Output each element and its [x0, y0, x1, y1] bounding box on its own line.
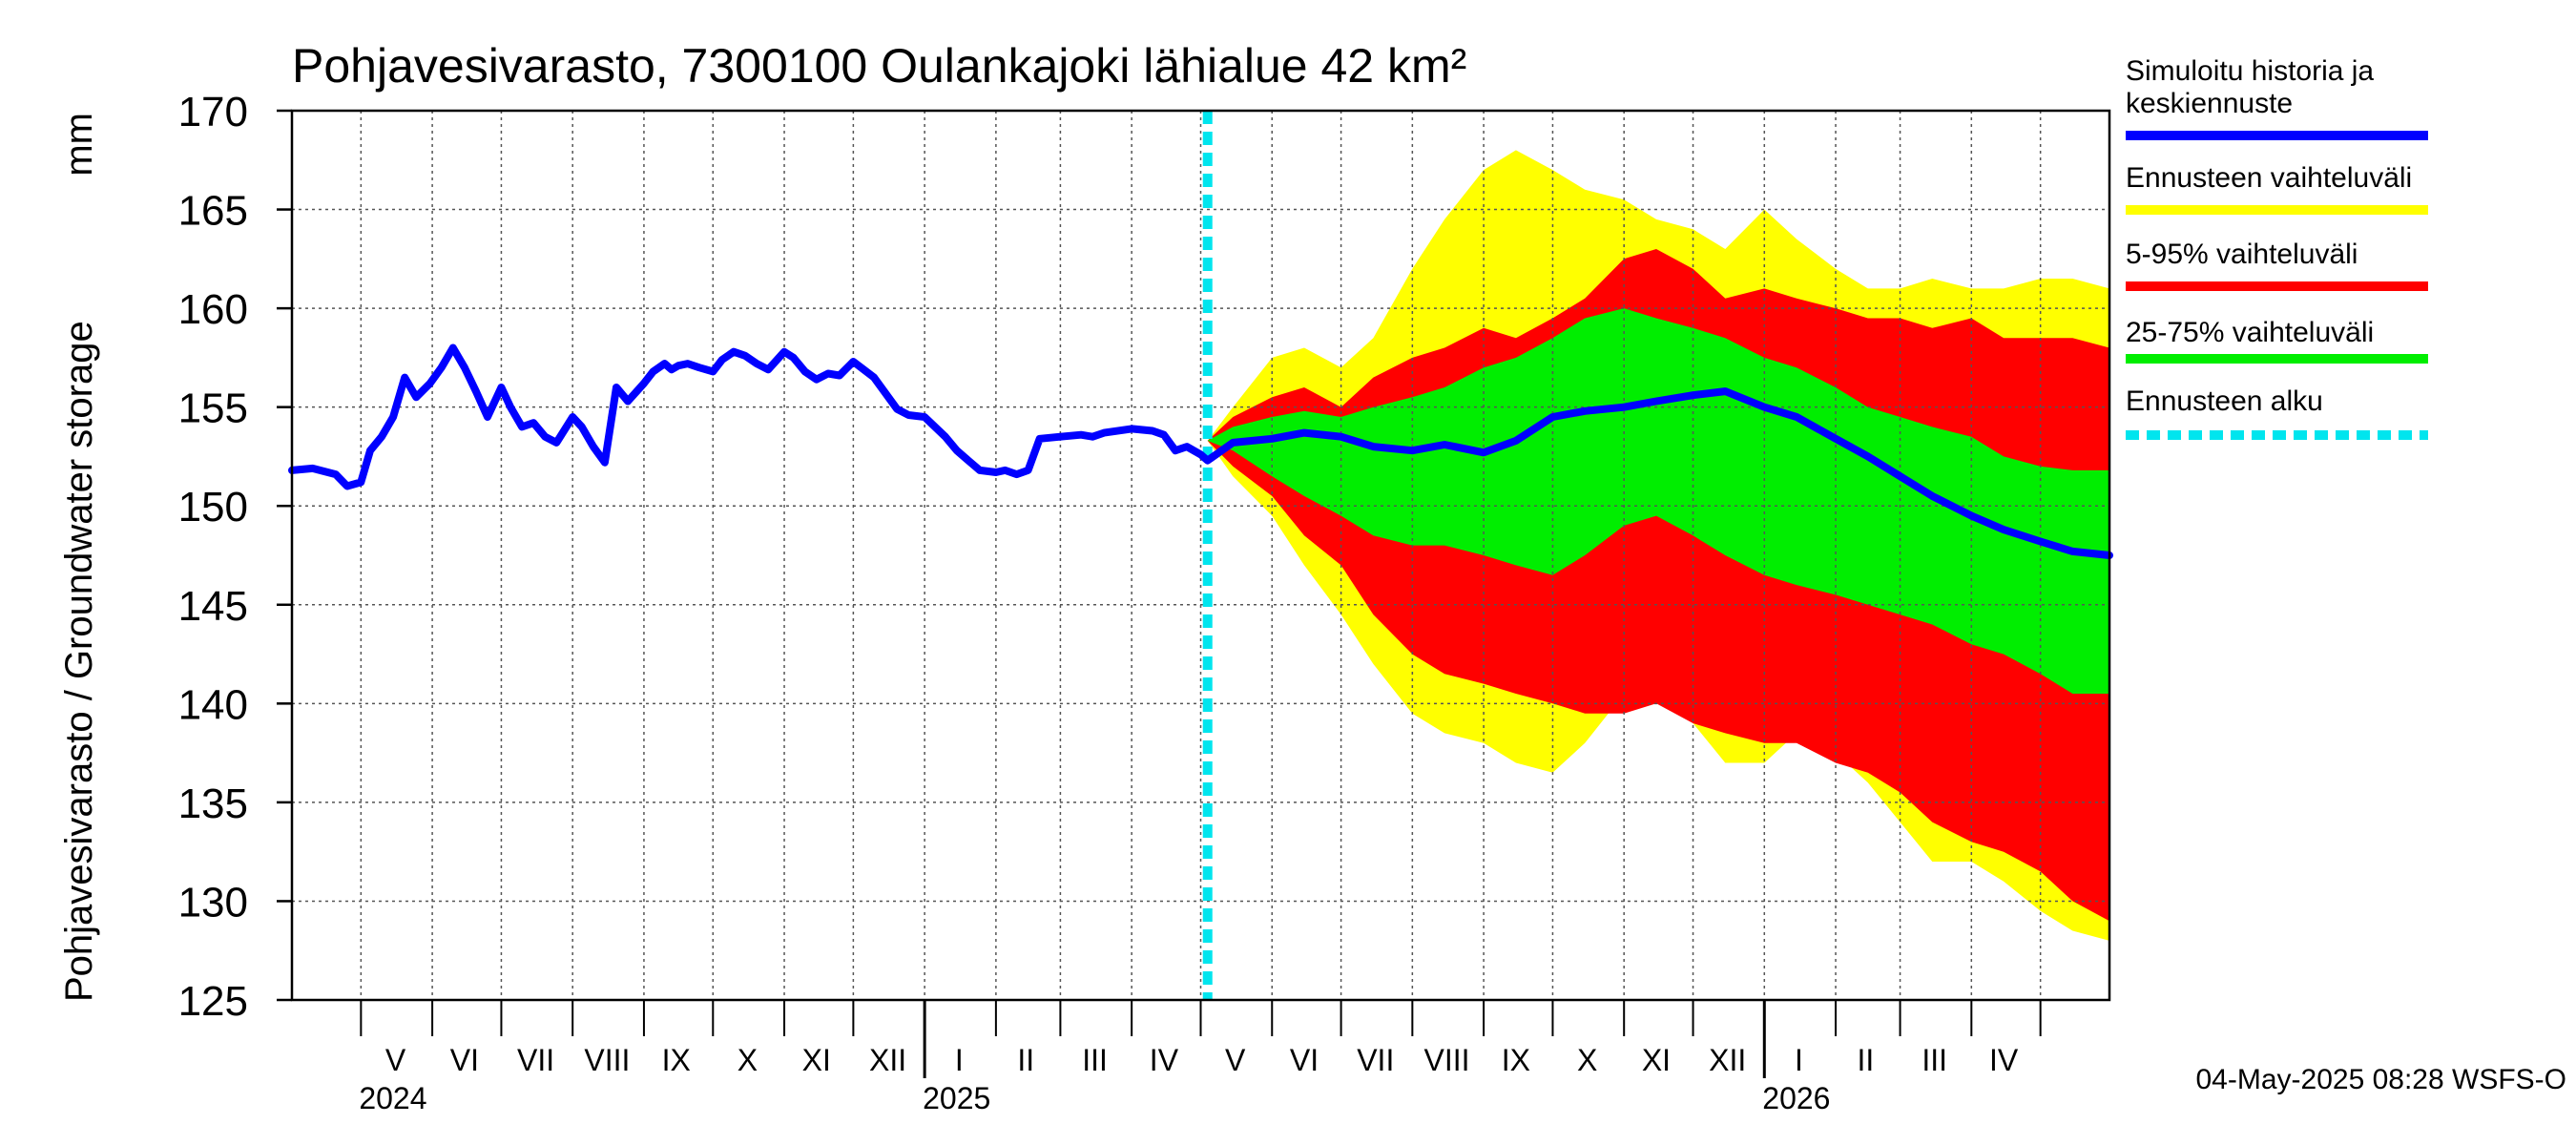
month-label-7: XII: [869, 1043, 906, 1077]
month-label-10: III: [1082, 1043, 1108, 1077]
y-tick-label-135: 135: [178, 781, 248, 827]
y-tick-label-170: 170: [178, 89, 248, 135]
y-tick-label-130: 130: [178, 879, 248, 926]
y-tick-label-140: 140: [178, 681, 248, 728]
y-axis-label: Pohjavesivarasto / Groundwater storage: [58, 321, 100, 1002]
month-label-14: VII: [1357, 1043, 1394, 1077]
month-label-17: X: [1577, 1043, 1597, 1077]
month-label-13: VI: [1290, 1043, 1319, 1077]
y-tick-label-160: 160: [178, 286, 248, 333]
month-label-16: IX: [1502, 1043, 1530, 1077]
band-2: [1207, 308, 2109, 694]
month-label-9: II: [1017, 1043, 1034, 1077]
month-label-8: I: [955, 1043, 964, 1077]
month-label-15: VIII: [1424, 1043, 1470, 1077]
month-label-18: XI: [1642, 1043, 1671, 1077]
legend-label-1: Ennusteen vaihteluväli: [2126, 162, 2412, 194]
chart-title: Pohjavesivarasto, 7300100 Oulankajoki lä…: [292, 39, 1466, 93]
series-line: [288, 344, 2113, 559]
y-tick-label-125: 125: [178, 978, 248, 1025]
month-label-23: IV: [1989, 1043, 2019, 1077]
month-label-11: IV: [1150, 1043, 1179, 1077]
legend-label-0-a: Simuloitu historia ja: [2126, 55, 2374, 87]
y-axis-unit: mm: [58, 113, 100, 177]
month-label-20: I: [1795, 1043, 1803, 1077]
year-label-2024: 2024: [359, 1081, 426, 1115]
month-label-1: VI: [450, 1043, 479, 1077]
x-axis: V VI VII VIII IX X XI XII I II III IV V VI VII VIII IX X X…: [359, 1000, 2042, 1115]
y-axis-ticks: 125 130 135 140 145 150 155 160 165 170: [178, 89, 292, 1025]
year-label-2025: 2025: [923, 1081, 990, 1115]
legend-label-3: 25-75% vaihteluväli: [2126, 317, 2374, 348]
month-label-3: VIII: [584, 1043, 630, 1077]
month-label-5: X: [737, 1043, 758, 1077]
month-label-19: XII: [1709, 1043, 1746, 1077]
y-tick-label-155: 155: [178, 385, 248, 432]
month-label-21: II: [1858, 1043, 1875, 1077]
month-label-12: V: [1225, 1043, 1246, 1077]
month-label-2: VII: [517, 1043, 554, 1077]
legend-label-4: Ennusteen alku: [2126, 385, 2323, 417]
legend-label-0-b: keskiennuste: [2126, 88, 2293, 119]
y-tick-label-145: 145: [178, 583, 248, 630]
month-label-6: XI: [802, 1043, 831, 1077]
y-tick-label-150: 150: [178, 484, 248, 531]
year-label-2026: 2026: [1762, 1081, 1830, 1115]
timestamp: 04-May-2025 08:28 WSFS-O: [2196, 1064, 2567, 1095]
month-label-0: V: [385, 1043, 406, 1077]
month-label-22: III: [1922, 1043, 1947, 1077]
legend-label-2: 5-95% vaihteluväli: [2126, 239, 2358, 270]
forecast-bands: [1207, 150, 2109, 941]
y-tick-label-165: 165: [178, 188, 248, 235]
mean-forecast-line: [288, 344, 2113, 559]
month-label-4: IX: [662, 1043, 691, 1077]
